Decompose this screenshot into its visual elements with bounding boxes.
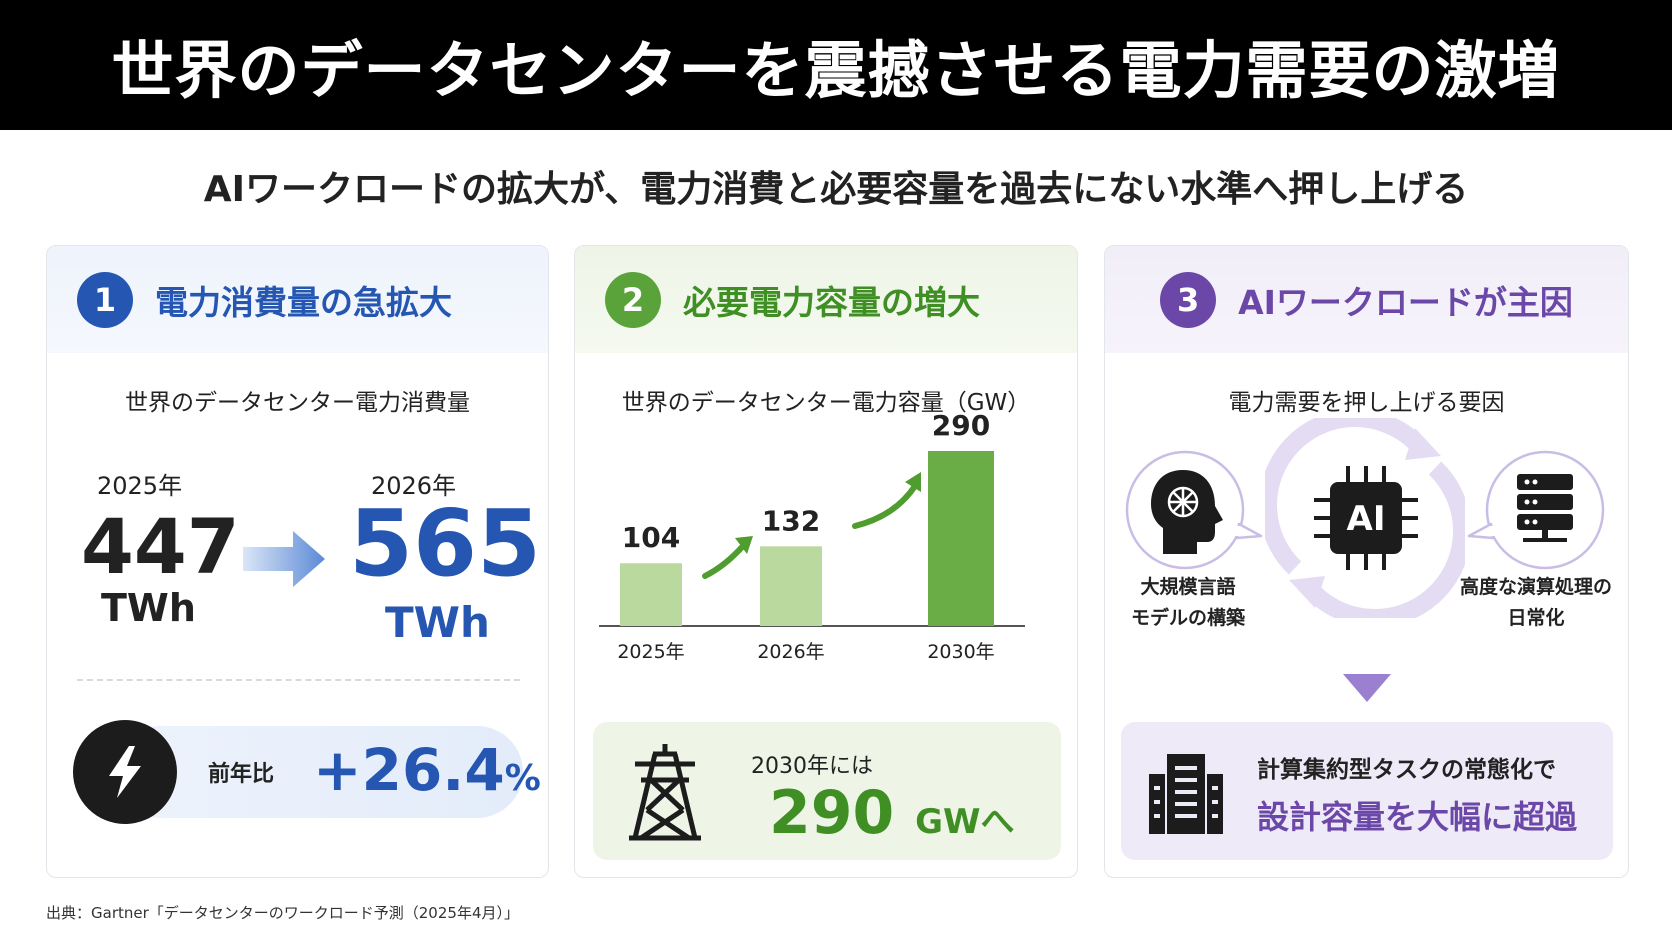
card-power-capacity: 2 必要電力容量の増大 世界のデータセンター電力容量（GW） 104 2025年 1…	[574, 245, 1078, 878]
arrow-right-icon	[243, 531, 325, 587]
bar-0	[620, 563, 682, 626]
yoy-value: +26.4%	[313, 736, 541, 804]
right-caption-line1: 高度な演算処理の	[1459, 576, 1612, 598]
category-label-1: 2026年	[757, 641, 824, 663]
left-caption: 大規模言語 モデルの構築	[1123, 572, 1253, 634]
from-year: 2025年	[97, 472, 183, 500]
yoy-pill: 前年比 +26.4%	[73, 720, 541, 824]
card-number-badge: 3	[1160, 271, 1217, 328]
bar-value-label-2: 290	[932, 409, 990, 442]
lightning-bolt-icon	[73, 720, 177, 824]
growth-arrow-icon-1	[852, 483, 918, 529]
card-number-badge: 2	[605, 271, 661, 328]
divider	[77, 679, 520, 681]
power-tower-icon	[629, 744, 701, 841]
pill-background	[113, 726, 523, 818]
to-year: 2026年	[371, 472, 457, 500]
growth-arrowhead-0	[735, 536, 753, 554]
category-label-0: 2025年	[617, 641, 684, 663]
from-value: 447	[81, 502, 240, 591]
chart-title: 世界のデータセンター電力容量（GW）	[621, 390, 1031, 416]
triangle-down-icon	[1343, 674, 1391, 702]
card-title: 電力消費量の急拡大	[155, 282, 452, 322]
callout-label: 2030年には	[751, 754, 873, 779]
conclusion-box: 計算集約型タスクの常態化で 設計容量を大幅に超過	[1121, 722, 1613, 860]
title-bar: 世界のデータセンターを震撼させる電力需要の激増	[0, 0, 1672, 130]
ai-chip-icon: AI	[1314, 466, 1418, 570]
conclusion-line2: 設計容量を大幅に超過	[1257, 798, 1578, 836]
bar-value-label-0: 104	[622, 521, 680, 554]
source-note: 出典：Gartner「データセンターのワークロード予測（2025年4月）」	[46, 904, 519, 922]
cycle-arrows-icon	[1265, 418, 1465, 618]
callout-number: 290	[769, 778, 895, 848]
bar-1	[760, 546, 822, 626]
card-header: 2 必要電力容量の増大	[575, 246, 1077, 353]
page-title: 世界のデータセンターを震撼させる電力需要の激増	[111, 34, 1561, 107]
from-unit: TWh	[101, 586, 196, 630]
yoy-unit: %	[504, 758, 541, 799]
to-value: 565	[349, 490, 542, 597]
conclusion-line1: 計算集約型タスクの常態化で	[1257, 757, 1556, 783]
callout-unit: GWへ	[915, 802, 1015, 842]
chip-label: AI	[1347, 499, 1386, 539]
left-caption-line2: モデルの構築	[1130, 607, 1245, 629]
growth-arrow-icon-0	[702, 543, 746, 579]
building-icon	[1149, 754, 1223, 834]
to-unit: TWh	[385, 598, 490, 647]
card-title: AIワークロードが主因	[1238, 282, 1573, 322]
card-number-badge: 1	[77, 271, 133, 328]
card-subtitle: 電力需要を押し上げる要因	[1228, 390, 1505, 416]
category-label-2: 2030年	[927, 641, 994, 663]
callout-box: 2030年には 290 GWへ	[593, 722, 1061, 860]
yoy-label: 前年比	[208, 762, 275, 787]
human-brain-icon	[1151, 470, 1223, 554]
card-header: 3 AIワークロードが主因	[1105, 246, 1628, 353]
card-power-consumption: 1 電力消費量の急拡大 世界のデータセンター電力消費量 2025年 447 TW…	[46, 245, 549, 878]
growth-arrowhead-1	[905, 472, 921, 492]
right-caption: 高度な演算処理の 日常化	[1451, 572, 1621, 634]
bar-value-label-1: 132	[762, 504, 820, 537]
yoy-number: +26.4	[313, 736, 505, 804]
card-title: 必要電力容量の増大	[683, 282, 980, 322]
card-header: 1 電力消費量の急拡大	[47, 246, 548, 353]
page-subtitle: AIワークロードの拡大が、電力消費と必要容量を過去にない水準へ押し上げる	[203, 169, 1469, 210]
right-caption-line2: 日常化	[1507, 607, 1565, 629]
callout-value: 290 GWへ	[769, 778, 1015, 848]
card-ai-workload: 3 AIワークロードが主因 電力需要を押し上げる要因 大規模言語 モデルの構築	[1104, 245, 1629, 878]
card-subtitle: 世界のデータセンター電力消費量	[125, 390, 470, 416]
server-rack-icon	[1517, 474, 1573, 542]
bar-2	[928, 451, 994, 626]
left-caption-line1: 大規模言語	[1140, 576, 1236, 598]
capacity-bar-chart: 104 2025年 132 2026年 290 2030年	[599, 409, 1025, 663]
